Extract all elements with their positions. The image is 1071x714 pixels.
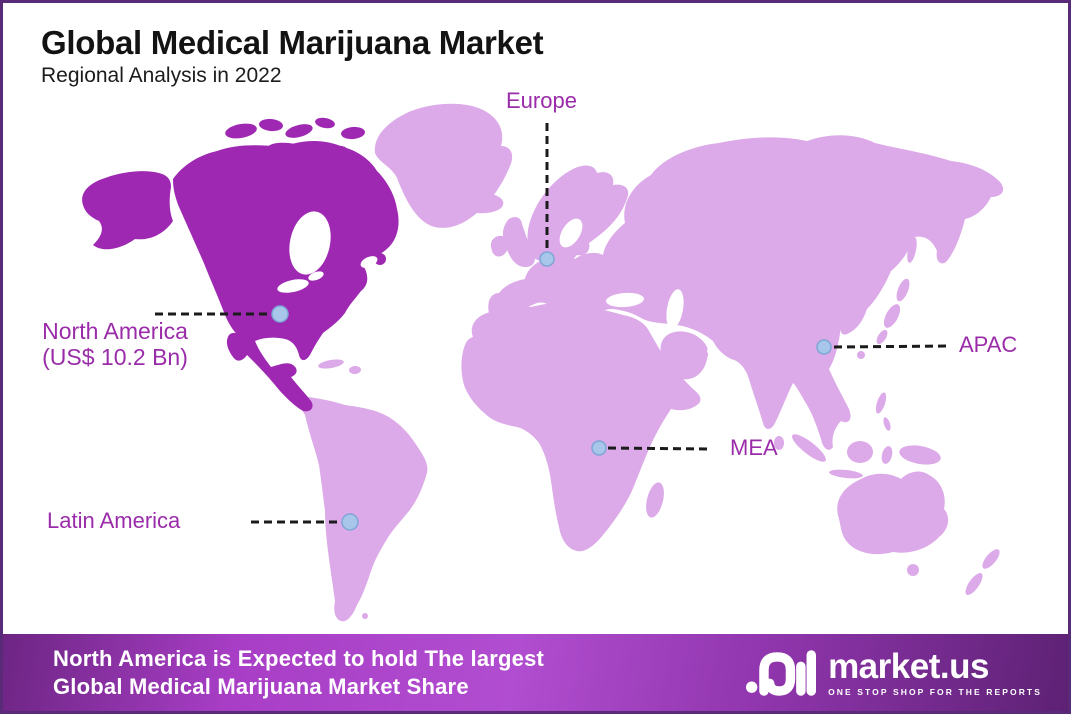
landmass-new-zealand-south — [965, 572, 983, 596]
landmass-arctic-island-6 — [268, 142, 308, 156]
sea-hudson-bay — [289, 211, 331, 275]
logo-tagline: ONE STOP SHOP FOR THE REPORTS — [828, 686, 1042, 697]
landmass-arctic-island-1 — [225, 123, 257, 139]
landmass-arctic-island-2 — [259, 118, 283, 132]
leader-line-mea — [607, 446, 712, 451]
landmass-arctic-island-3 — [285, 124, 313, 138]
region-label-north-america-name: North America — [42, 318, 188, 344]
landmass-arctic-island-4 — [315, 117, 335, 129]
page-subtitle: Regional Analysis in 2022 — [41, 64, 282, 88]
region-marker-latin-america — [341, 513, 359, 531]
continents-light — [301, 103, 1004, 622]
landmass-borneo — [847, 441, 873, 463]
landmass-north-america-main — [173, 141, 399, 412]
landmass-tasmania — [907, 564, 919, 576]
banner-text: North America is Expected to hold The la… — [53, 645, 544, 701]
landmass-eurasia — [488, 135, 1004, 450]
region-label-apac: APAC — [959, 332, 1018, 357]
landmass-new-zealand-north — [982, 549, 1000, 569]
landmass-madagascar — [646, 482, 664, 518]
leader-line-apac — [833, 344, 952, 349]
sea-baltic — [559, 218, 583, 248]
banner-line-2: Global Medical Marijuana Market Share — [53, 673, 469, 699]
market-us-logo: market.us ONE STOP SHOP FOR THE REPORTS — [746, 647, 1042, 699]
landmass-philippines-2 — [883, 417, 891, 431]
region-label-north-america: North America (US$ 10.2 Bn) — [15, 318, 215, 371]
banner-line-1: North America is Expected to hold The la… — [53, 645, 545, 671]
landmass-philippines-1 — [875, 392, 887, 414]
landmass-falklands — [362, 613, 368, 619]
sea-great-lakes — [277, 279, 309, 293]
landmass-sumatra — [792, 434, 826, 462]
landmass-uk — [502, 216, 535, 268]
leader-lines — [155, 123, 952, 524]
landmass-australia — [837, 471, 949, 555]
bottom-banner: North America is Expected to hold The la… — [3, 634, 1068, 711]
region-marker-europe — [539, 251, 555, 267]
landmass-taiwan — [857, 351, 865, 359]
sea-persian-gulf — [707, 348, 721, 360]
landmass-south-america — [301, 397, 428, 622]
sea-black — [606, 292, 644, 308]
landmass-sri-lanka — [774, 436, 784, 450]
sea-great-lakes-2 — [308, 271, 324, 281]
sea-caspian — [666, 289, 684, 329]
landmass-arctic-island-5 — [341, 126, 365, 140]
landmass-newfoundland — [374, 253, 386, 265]
landmass-africa — [461, 302, 701, 552]
landmass-hispaniola — [349, 365, 361, 375]
landmass-alaska — [82, 171, 173, 250]
market-us-logo-icon — [746, 649, 817, 696]
logo-text: market.us ONE STOP SHOP FOR THE REPORTS — [828, 649, 1042, 697]
region-markers — [271, 251, 832, 531]
landmass-scandinavia — [527, 165, 629, 264]
landmass-iceland — [462, 192, 504, 214]
landmass-japan-2 — [883, 304, 901, 328]
landmass-ireland — [490, 235, 509, 257]
logo-brand-name: market.us — [828, 646, 989, 686]
sea-st-lawrence — [360, 256, 378, 268]
region-label-north-america-value: (US$ 10.2 Bn) — [42, 344, 188, 371]
continent-north-america — [82, 117, 399, 412]
region-marker-mea — [591, 440, 607, 456]
page-title: Global Medical Marijuana Market — [41, 24, 544, 61]
header: Global Medical Marijuana Market Regional… — [41, 24, 544, 88]
landmass-japan-3 — [876, 329, 888, 345]
landmass-cuba — [318, 359, 344, 369]
region-label-latin-america: Latin America — [47, 508, 181, 533]
region-label-mea: MEA — [730, 435, 778, 460]
landmass-sakhalin — [907, 237, 917, 263]
landmass-sulawesi — [881, 446, 893, 464]
sea-overlays — [277, 211, 721, 360]
region-marker-north-america — [271, 305, 289, 323]
region-label-europe: Europe — [506, 88, 577, 113]
landmass-new-guinea — [899, 445, 941, 465]
world-map-svg — [82, 103, 1004, 622]
region-marker-apac — [816, 339, 832, 355]
landmass-arctic-island-7 — [319, 145, 347, 157]
landmass-java — [829, 469, 863, 479]
landmass-japan-1 — [896, 278, 910, 302]
